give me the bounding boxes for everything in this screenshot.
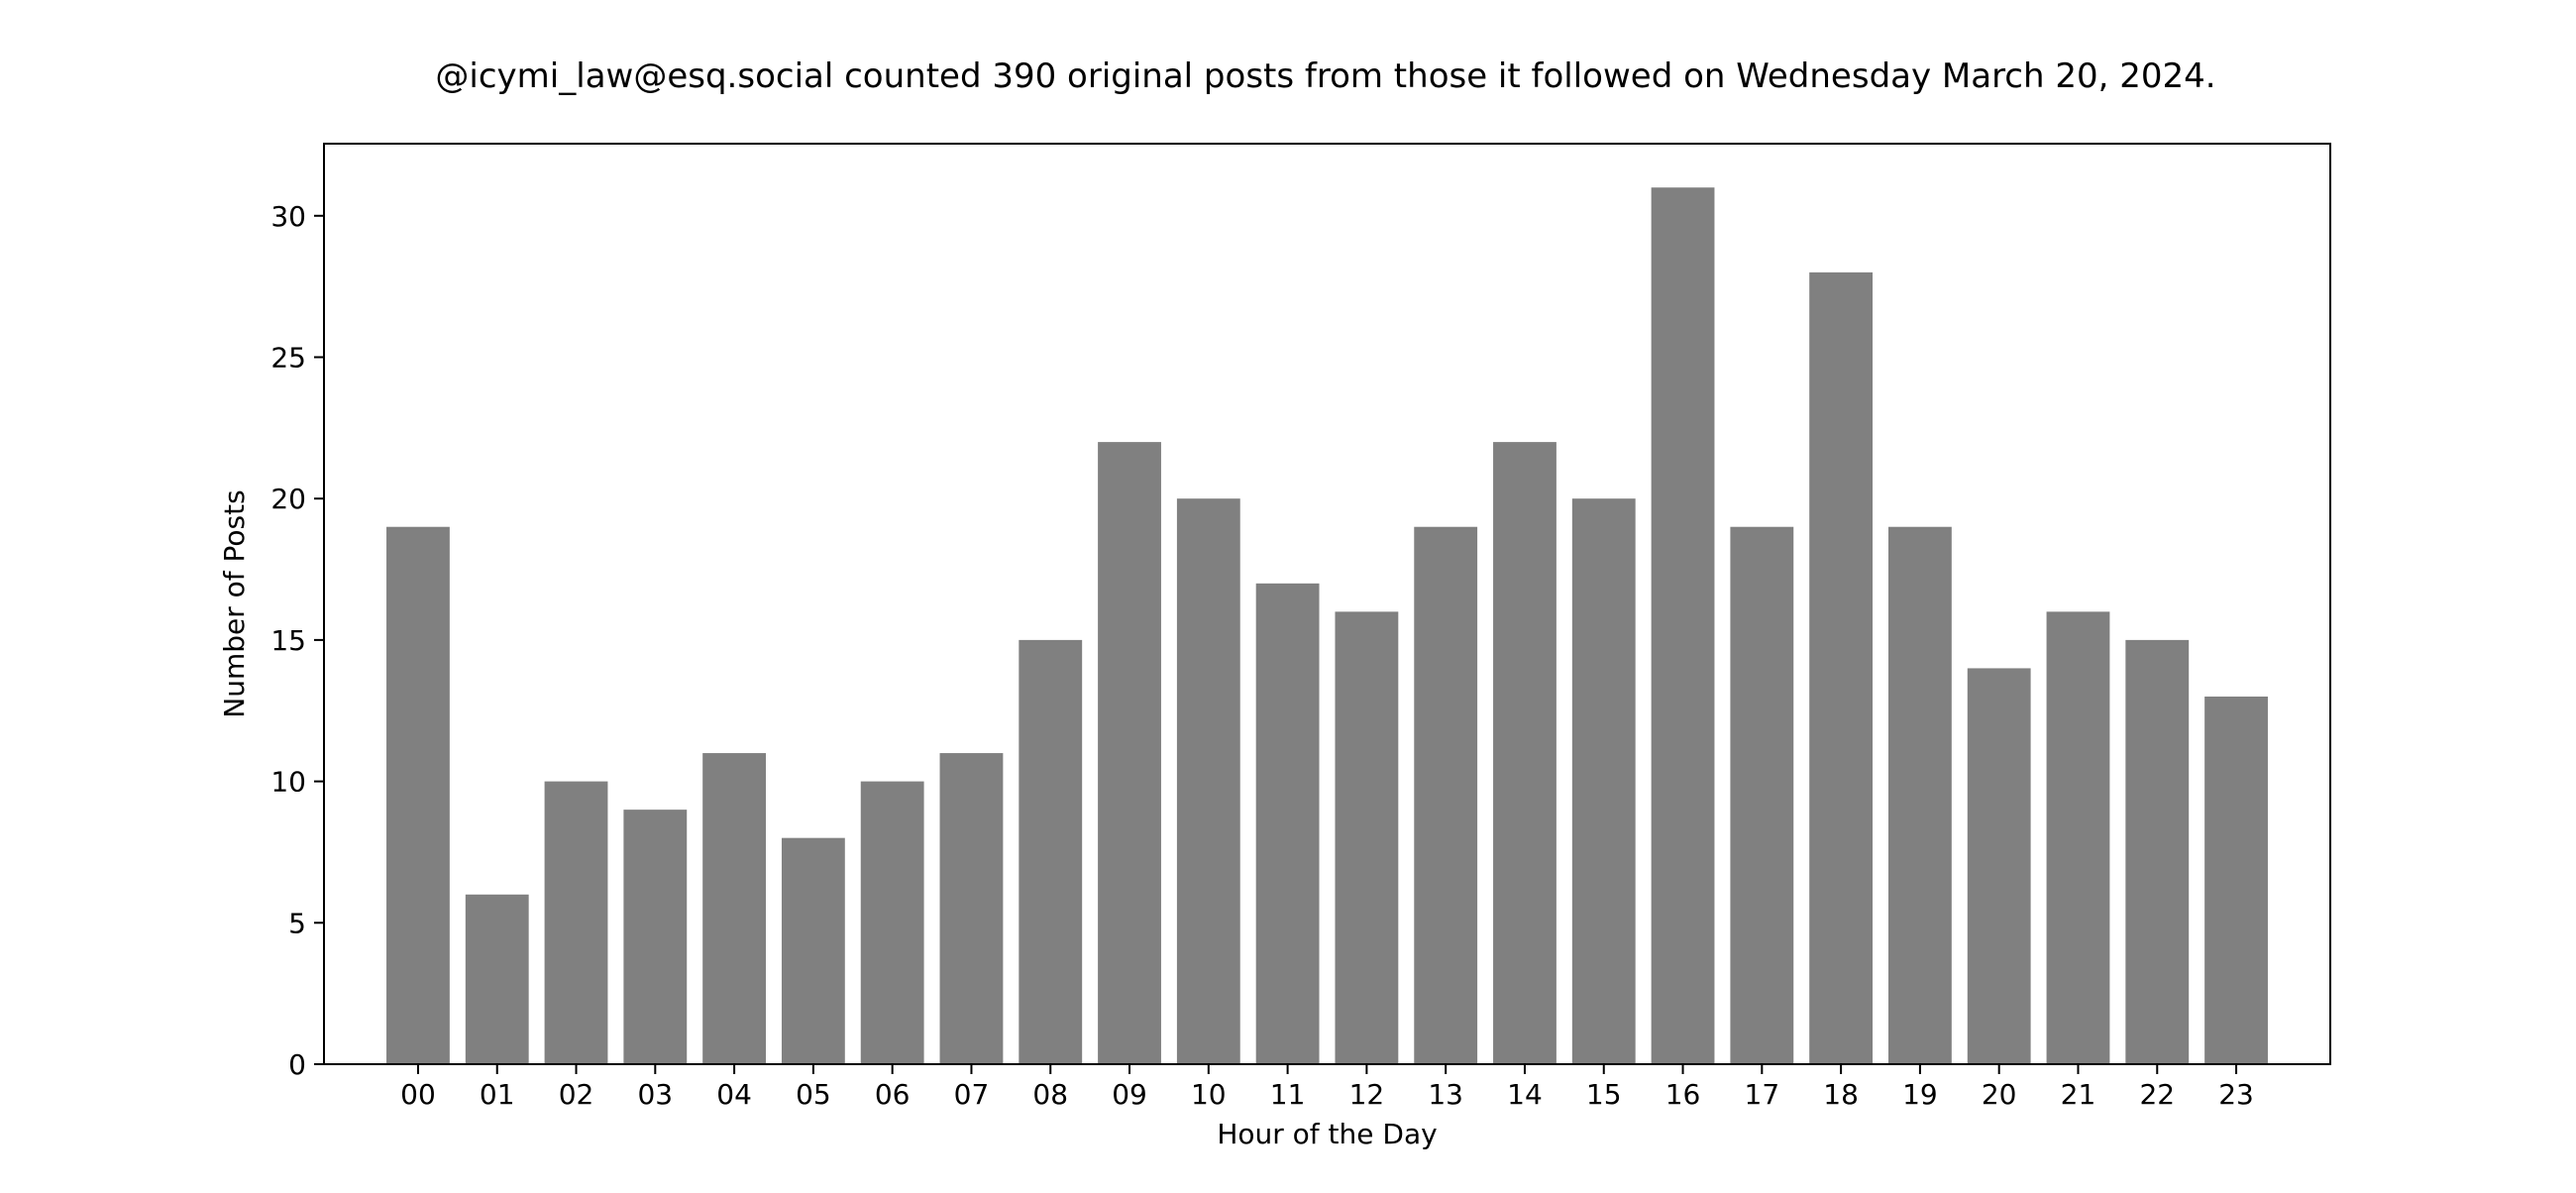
chart-title: @icymi_law@esq.social counted 390 origin… (435, 56, 2215, 96)
y-axis-label: Number of Posts (218, 489, 251, 717)
x-axis-label: Hour of the Day (1217, 1118, 1437, 1150)
y-tick-label: 15 (270, 624, 306, 657)
x-tick-label: 19 (1902, 1078, 1938, 1111)
bar-16 (1651, 187, 1715, 1064)
bar-18 (1809, 271, 1874, 1064)
x-tick-label: 22 (2139, 1078, 2175, 1111)
x-tick-label: 20 (1982, 1078, 2017, 1111)
bar-14 (1493, 442, 1556, 1064)
y-tick-label: 20 (270, 483, 306, 515)
x-tick-label: 01 (480, 1078, 515, 1111)
y-tick-label: 10 (270, 766, 306, 799)
x-tick-label: 17 (1745, 1078, 1780, 1111)
x-tick-label: 00 (400, 1078, 436, 1111)
x-tick-label: 02 (559, 1078, 594, 1111)
x-tick-label: 03 (637, 1078, 673, 1111)
x-tick-label: 04 (716, 1078, 752, 1111)
x-tick-label: 14 (1507, 1078, 1543, 1111)
plot-frame (323, 143, 2331, 1065)
y-tick-label: 30 (270, 200, 306, 233)
bar-21 (2046, 611, 2110, 1064)
x-tick-label: 11 (1270, 1078, 1306, 1111)
x-tick-label: 13 (1428, 1078, 1463, 1111)
x-tick-label: 09 (1112, 1078, 1147, 1111)
bar-22 (2125, 639, 2190, 1064)
bar-07 (939, 753, 1004, 1064)
x-tick-label: 06 (875, 1078, 911, 1111)
bar-20 (1967, 668, 2031, 1064)
bar-09 (1098, 442, 1161, 1064)
bar-23 (2204, 696, 2268, 1064)
y-tick-label: 0 (288, 1048, 306, 1081)
bar-08 (1019, 639, 1083, 1064)
bar-19 (1887, 526, 1952, 1064)
bar-11 (1255, 583, 1320, 1064)
x-tick-label: 07 (954, 1078, 990, 1111)
bar-02 (544, 781, 608, 1064)
x-tick-label: 08 (1032, 1078, 1068, 1111)
bar-13 (1414, 526, 1478, 1064)
bar-17 (1730, 526, 1794, 1064)
bar-12 (1335, 611, 1399, 1064)
ticks-group: 00 01 02 03 04 05 06 07 08 09 10 11 12 13 14 15 16 17 18 19… (270, 200, 2254, 1111)
bar-01 (465, 894, 529, 1064)
bar-00 (386, 526, 450, 1064)
x-tick-label: 12 (1349, 1078, 1385, 1111)
x-tick-label: 05 (796, 1078, 831, 1111)
x-tick-label: 10 (1191, 1078, 1227, 1111)
y-tick-label: 5 (288, 907, 306, 939)
x-tick-label: 21 (2061, 1078, 2096, 1111)
x-tick-label: 15 (1586, 1078, 1622, 1111)
x-tick-label: 16 (1665, 1078, 1701, 1111)
bar-10 (1176, 498, 1240, 1064)
x-tick-label: 18 (1823, 1078, 1859, 1111)
bar-05 (781, 837, 845, 1064)
bar-03 (623, 810, 688, 1064)
bar-15 (1571, 498, 1636, 1064)
x-tick-label: 23 (2218, 1078, 2254, 1111)
bar-06 (860, 781, 924, 1064)
bars-group (386, 187, 2268, 1064)
bar-04 (702, 753, 767, 1064)
y-tick-label: 25 (270, 341, 306, 374)
